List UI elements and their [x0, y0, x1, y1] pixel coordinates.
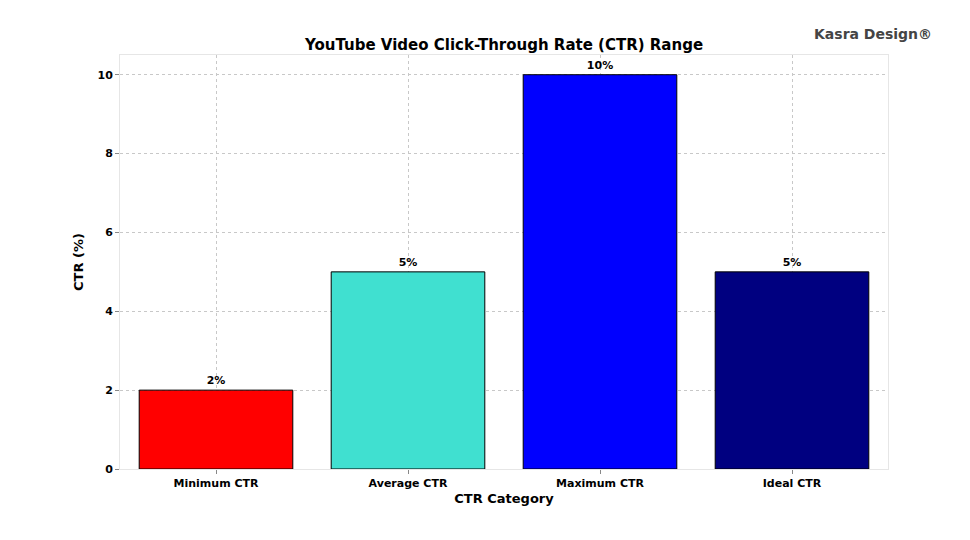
svg-text:10%: 10% [587, 59, 613, 72]
svg-text:CTR (%): CTR (%) [71, 233, 86, 291]
svg-text:5%: 5% [399, 256, 418, 269]
svg-text:4: 4 [105, 305, 113, 318]
svg-text:8: 8 [105, 147, 113, 160]
svg-text:Minimum CTR: Minimum CTR [174, 477, 259, 490]
svg-text:0: 0 [105, 463, 113, 476]
svg-text:6: 6 [105, 226, 113, 239]
svg-text:Kasra Design®: Kasra Design® [814, 26, 932, 42]
svg-text:10: 10 [97, 69, 113, 82]
svg-text:2%: 2% [207, 374, 226, 387]
svg-text:CTR Category: CTR Category [454, 491, 554, 506]
svg-text:5%: 5% [783, 256, 802, 269]
svg-text:Ideal CTR: Ideal CTR [763, 477, 822, 490]
svg-text:Average CTR: Average CTR [369, 477, 448, 490]
svg-text:2: 2 [105, 384, 113, 397]
svg-text:Maximum CTR: Maximum CTR [556, 477, 644, 490]
svg-text:YouTube Video Click-Through Ra: YouTube Video Click-Through Rate (CTR) R… [304, 36, 703, 54]
